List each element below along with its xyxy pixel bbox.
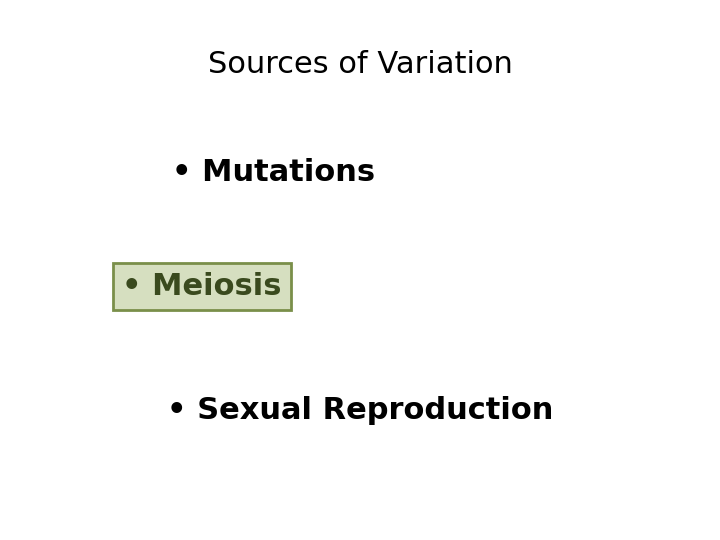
Text: • Sexual Reproduction: • Sexual Reproduction xyxy=(167,396,553,425)
Text: Sources of Variation: Sources of Variation xyxy=(207,50,513,79)
Text: • Mutations: • Mutations xyxy=(172,158,375,187)
Text: • Meiosis: • Meiosis xyxy=(122,272,282,301)
